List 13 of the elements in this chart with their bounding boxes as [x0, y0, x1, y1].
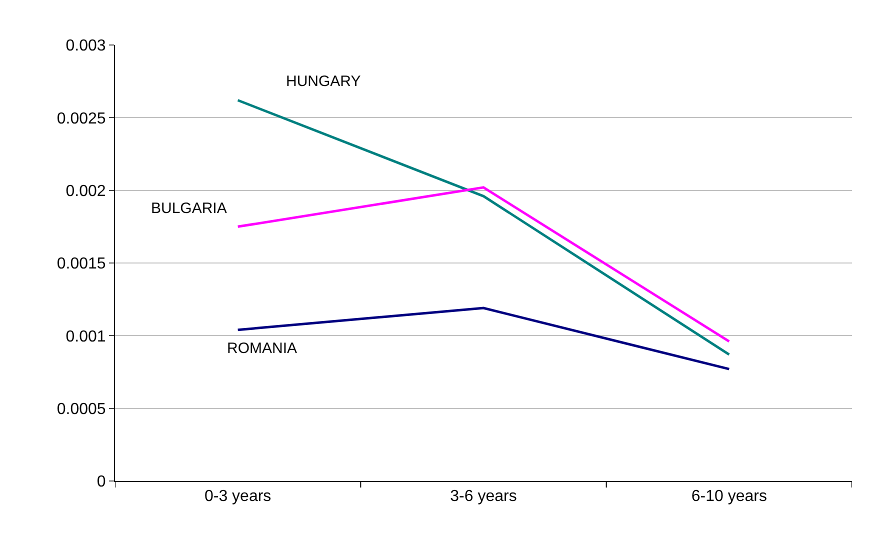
y-tick-label: 0.002 — [66, 182, 106, 200]
x-tick-label: 6-10 years — [691, 488, 767, 506]
x-tick-label: 3-6 years — [450, 488, 517, 506]
y-tick-label: 0.0005 — [56, 400, 106, 418]
series-label: ROMANIA — [227, 340, 298, 357]
series-label: BULGARIA — [151, 200, 227, 217]
y-tick-label: 0.001 — [66, 328, 106, 346]
y-tick-label: 0.0025 — [56, 110, 106, 128]
y-tick-label: 0.003 — [66, 38, 106, 55]
x-tick-label: 0-3 years — [204, 488, 272, 506]
series-label: HUNGARY — [286, 73, 361, 90]
y-tick-label: 0.0015 — [56, 256, 106, 273]
y-tick-label: 0 — [96, 474, 106, 491]
